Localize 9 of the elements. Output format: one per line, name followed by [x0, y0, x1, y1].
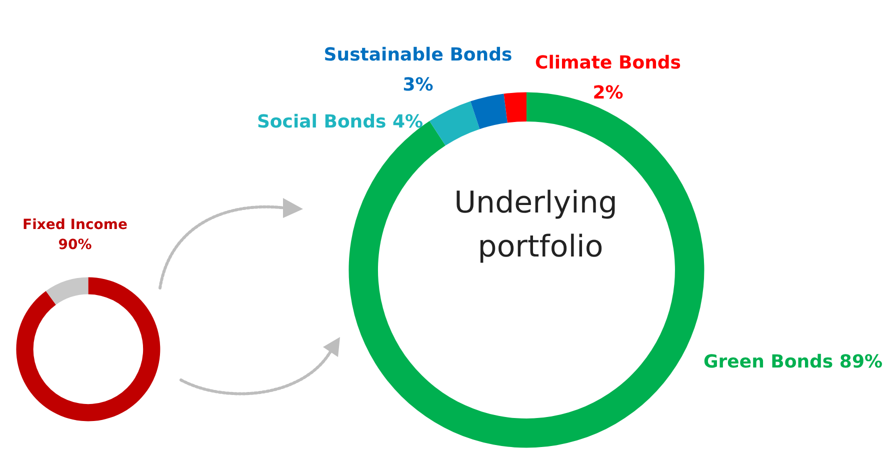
data-label: 3%	[402, 74, 434, 96]
slice-label: Green Bonds 89%	[704, 352, 882, 372]
slice-label: Social Bonds 4%	[256, 112, 424, 132]
data-label: 2%	[592, 82, 624, 104]
slice-label: Climate Bonds	[534, 52, 682, 74]
data-label: 90%	[58, 237, 92, 253]
slice-label: Sustainable Bonds	[324, 44, 512, 66]
slice-label: Fixed Income	[22, 217, 128, 233]
text: Underlying portfolio	[454, 186, 627, 264]
